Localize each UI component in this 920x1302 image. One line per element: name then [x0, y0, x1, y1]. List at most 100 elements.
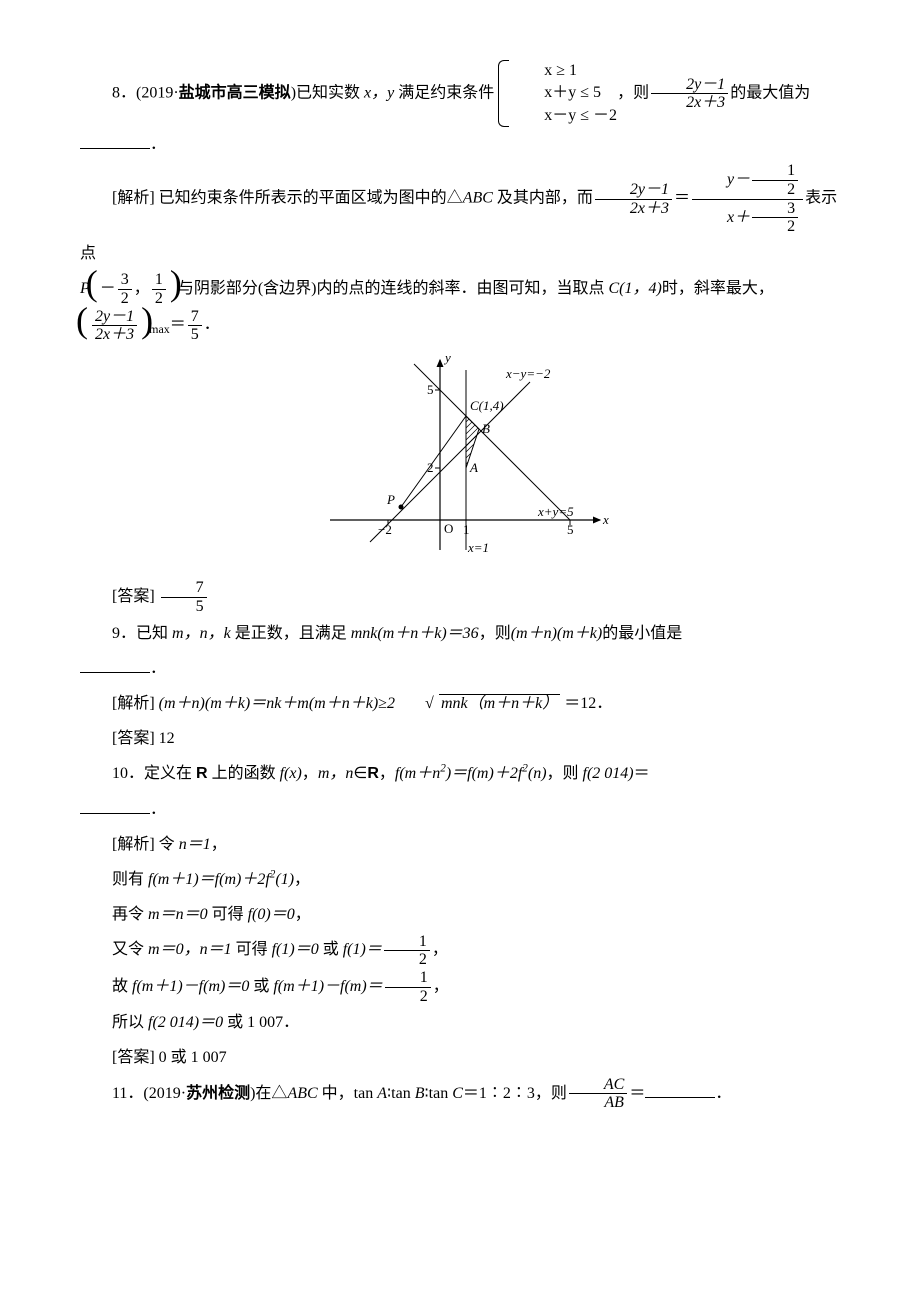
- q9-ab: ＝12．: [560, 695, 612, 712]
- q8-ans-n: 7: [161, 579, 207, 598]
- q8-max-eq: ＝: [170, 316, 186, 333]
- q8-rhs-num-inner: 12: [752, 162, 798, 198]
- q10-s1: [解析] 令 n＝1，: [80, 827, 840, 862]
- q10-s3b: m＝n＝0: [148, 906, 212, 923]
- q10-s5: 故 f(m＋1)－f(m)＝0 或 f(m＋1)－f(m)＝12，: [80, 969, 840, 1005]
- q8-xy: x，y: [364, 84, 398, 101]
- q10-s6a: 所以: [112, 1014, 148, 1031]
- q10-s6b: f(2 014)＝0: [148, 1014, 227, 1031]
- q10-s5d: f(m＋1)－f(m)＝: [273, 978, 382, 995]
- q8-max-line: 2y－12x＋3max＝75．: [80, 307, 840, 344]
- q9-t1: 是正数，且满足: [235, 625, 351, 642]
- q8-prefix: 8．(2019·: [112, 84, 179, 101]
- q8-rhs-num-d: 2: [752, 181, 798, 199]
- answer-label: [答案]: [112, 730, 159, 747]
- q10-s4b: m＝0，n＝1: [148, 941, 236, 958]
- q10-s3d: f(0)＝0: [248, 906, 295, 923]
- q10-s4-frac: 12: [384, 933, 430, 969]
- q8-after-sys: ，则: [617, 84, 649, 101]
- q8-answer: [答案] 75: [80, 579, 840, 615]
- q8-pyd: 2: [152, 290, 166, 308]
- q11-stem: 11．(2019·苏州检测)在△ABC 中，tan A∶tan B∶tan C＝…: [80, 1076, 840, 1112]
- q11-ratio: ＝1∶2∶3，则: [463, 1085, 567, 1102]
- q8-analysis-2: P－32，12与阴影部分(含边界)内的点的连线的斜率．由图可知，当取点 C(1，…: [80, 271, 840, 308]
- q8-rhs-den-inner: 32: [752, 200, 798, 236]
- q8-pyn: 1: [152, 271, 166, 290]
- analysis-label: [解析]: [112, 836, 159, 853]
- analysis-label: [解析]: [112, 695, 159, 712]
- q8-rhs-num-n: 1: [752, 162, 798, 181]
- q10-s2a: 则有: [112, 871, 148, 888]
- q8-abc: ABC: [463, 190, 493, 207]
- q10-s4n: 1: [384, 933, 430, 952]
- q11-period: ．: [715, 1085, 731, 1102]
- q9-aa: (m＋n)(m＋k)＝nk＋m(m＋n＋k)≥2: [159, 695, 395, 712]
- point-B: B: [482, 421, 490, 436]
- q9-sqrt: mnk（m＋n＋k）: [395, 686, 560, 721]
- q10-R1: R: [196, 765, 208, 782]
- tick-5x: 5: [567, 522, 574, 537]
- q8-a1a: 已知约束条件所表示的平面区域为图中的△: [159, 190, 463, 207]
- q10-ans: 0 或 1 007: [159, 1049, 227, 1066]
- q8-source: 盐城市高三模拟: [179, 84, 291, 101]
- q10-t1: 上的函数: [208, 765, 280, 782]
- q8-constraint-system: x ≥ 1 x＋y ≤ 5 x－y ≤ －2: [498, 60, 617, 127]
- q10-s2: 则有 f(m＋1)＝f(m)＋2f2(1)，: [80, 862, 840, 897]
- q9-ans: 12: [159, 730, 175, 747]
- q8-mrd: 5: [188, 326, 202, 344]
- tick-1: 1: [463, 522, 470, 537]
- q10-t5: ＝: [634, 765, 650, 782]
- q8-stem: 8．(2019·盐城市高三模拟)已知实数 x，y 满足约束条件 x ≥ 1 x＋…: [80, 60, 840, 127]
- q11-answer-blank: [645, 1081, 715, 1098]
- q8-pxn: 3: [118, 271, 132, 290]
- q8-max-paren: 2y－12x＋3: [80, 308, 149, 344]
- q9-answer: [答案] 12: [80, 721, 840, 756]
- q10-answer-blank: [80, 797, 150, 814]
- q10-s4d: f(1)＝0: [272, 941, 323, 958]
- point-P: P: [386, 492, 395, 507]
- q10-f2014: f(2 014): [583, 765, 634, 782]
- q8-frac-num: 2y－1: [651, 76, 728, 95]
- q10-s4d2: 2: [384, 951, 430, 969]
- q8-blank-line: ．: [80, 127, 840, 162]
- q8-rhs-den-d: 2: [752, 218, 798, 236]
- q11-c1: ∶tan: [387, 1085, 415, 1102]
- q11-A: A: [377, 1085, 387, 1102]
- q8-a2b: 时，斜率最大，: [662, 280, 774, 297]
- q9-eq1: mnk(m＋n＋k)＝36: [351, 625, 479, 642]
- q8-Px: 32: [118, 271, 132, 307]
- q11-eq: ＝: [629, 1085, 645, 1102]
- q8-analysis-1: [解析] 已知约束条件所表示的平面区域为图中的△ABC 及其内部，而2y－12x…: [80, 162, 840, 271]
- q10-s1b: n＝1: [179, 836, 211, 853]
- q10-s5d2: 2: [385, 988, 431, 1006]
- q10-s5a: 故: [112, 978, 132, 995]
- q8-after-source: )已知实数: [291, 84, 364, 101]
- q10-blank-line: ．: [80, 792, 840, 827]
- q8-answer-frac: 75: [161, 579, 207, 615]
- q10-s4c: 可得: [236, 941, 272, 958]
- q10-s6: 所以 f(2 014)＝0 或 1 007．: [80, 1005, 840, 1040]
- q10-prefix: 10．定义在: [112, 765, 196, 782]
- q11-fd: AB: [569, 1094, 627, 1112]
- q8-rhs-den-n: 3: [752, 200, 798, 219]
- q10-s1a: 令: [159, 836, 179, 853]
- origin-label: O: [444, 521, 453, 536]
- q8-tail: 的最大值为: [730, 84, 810, 101]
- q10-s2b: f(m＋1)＝f(m)＋2f2(1): [148, 871, 294, 888]
- q9-rad: mnk（m＋n＋k）: [439, 694, 560, 712]
- q11-B: B: [415, 1085, 425, 1102]
- q8-equals: ＝: [674, 190, 690, 207]
- q8-C: C(1，4): [608, 280, 661, 297]
- q10-s6d: 1 007．: [247, 1014, 299, 1031]
- q9-eq2: (m＋n)(m＋k): [511, 625, 603, 642]
- q10-t3: ，: [379, 765, 395, 782]
- q10-t4: ，则: [547, 765, 583, 782]
- q10-s2c: ，: [294, 871, 310, 888]
- q10-s4: 又令 m＝0，n＝1 可得 f(1)＝0 或 f(1)＝12，: [80, 932, 840, 968]
- line2-label: x+y=5: [537, 504, 574, 519]
- q9-answer-blank: [80, 656, 150, 673]
- q8-lhs-num: 2y－1: [595, 181, 672, 200]
- q8-mid1: 满足约束条件: [398, 84, 494, 101]
- q11-fn: AC: [569, 1076, 627, 1095]
- q9-analysis: [解析] (m＋n)(m＋k)＝nk＋m(m＋n＋k)≥2mnk（m＋n＋k） …: [80, 686, 840, 721]
